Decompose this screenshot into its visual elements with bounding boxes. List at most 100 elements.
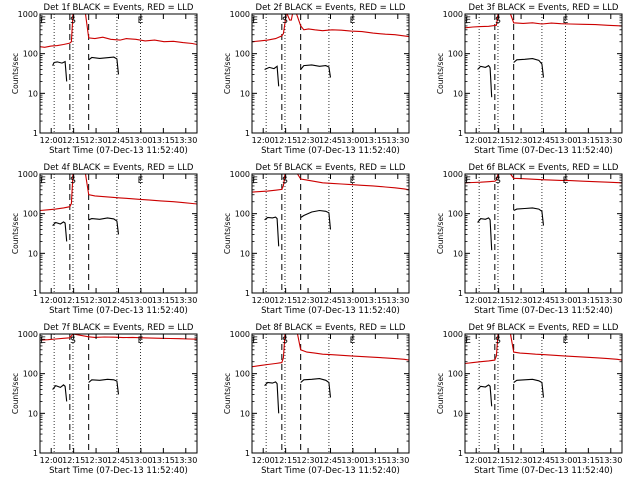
panel-title: Det 3f BLACK = Events, RED = LLD (469, 3, 619, 13)
x-tick-label: 13:15 (364, 456, 387, 465)
y-tick-label: 100 (235, 50, 250, 59)
y-tick-label: 10 (28, 249, 38, 258)
y-tick-label: 100 (23, 210, 38, 219)
y-axis-label: Counts/sec (11, 53, 20, 94)
lld-series-line (252, 174, 409, 193)
e-marker: E (350, 336, 356, 346)
x-tick-label: 13:15 (364, 136, 387, 145)
x-tick-label: 12:15 (274, 456, 297, 465)
x-tick-label: 12:30 (297, 296, 320, 305)
x-tick-label: 12:15 (274, 296, 297, 305)
x-axis-label: Start Time (07-Dec-13 11:52:40) (474, 306, 613, 316)
x-tick-label: 12:00 (465, 296, 488, 305)
detector-panel-4: Det 4f BLACK = Events, RED = LLD 1 10 100 10… (11, 163, 198, 316)
x-tick-label: 12:45 (532, 136, 555, 145)
y-tick-label: 1 (458, 289, 463, 298)
events-series-line (88, 217, 120, 235)
x-tick-label: 13:15 (152, 136, 175, 145)
y-axis-label: Counts/sec (436, 213, 445, 254)
x-tick-label: 13:30 (174, 296, 197, 305)
x-tick-label: 12:00 (40, 456, 63, 465)
x-axis-label: Start Time (07-Dec-13 11:52:40) (261, 306, 400, 316)
x-tick-label: 13:30 (386, 136, 409, 145)
x-tick-label: 12:30 (85, 456, 108, 465)
x-tick-label: 12:00 (40, 296, 63, 305)
y-tick-label: 10 (28, 89, 38, 98)
events-series-line (88, 56, 120, 75)
y-tick-label: 1000 (230, 170, 250, 179)
y-axis-label: Counts/sec (436, 373, 445, 414)
y-tick-label: 1 (458, 449, 463, 458)
e-marker: E (350, 16, 356, 26)
x-axis-label: Start Time (07-Dec-13 11:52:40) (49, 146, 188, 156)
x-tick-label: 12:00 (252, 136, 275, 145)
s-marker: S (495, 176, 501, 186)
y-tick-label: 10 (453, 89, 463, 98)
events-series-line (88, 378, 120, 395)
detector-panel-8: Det 8f BLACK = Events, RED = LLD 1 10 100 10… (223, 323, 410, 476)
x-tick-label: 12:45 (319, 456, 342, 465)
e-marker: E (40, 176, 46, 186)
x-tick-label: 13:30 (174, 136, 197, 145)
events-series-line (300, 209, 332, 230)
x-tick-label: 13:15 (577, 296, 600, 305)
lld-series-line (252, 334, 409, 368)
y-tick-label: 10 (240, 409, 250, 418)
x-tick-label: 12:15 (487, 456, 510, 465)
lld-series-line (465, 334, 622, 365)
x-tick-label: 12:45 (107, 456, 130, 465)
e-marker: E (563, 176, 569, 186)
s-marker: S (70, 16, 76, 26)
s-marker: S (282, 16, 288, 26)
x-tick-label: 12:45 (107, 136, 130, 145)
x-tick-label: 12:30 (297, 136, 320, 145)
x-tick-label: 12:45 (107, 296, 130, 305)
detector-panel-6: Det 6f BLACK = Events, RED = LLD 1 10 100 10… (436, 163, 623, 316)
x-tick-label: 13:30 (599, 456, 622, 465)
events-series-line (264, 65, 280, 87)
y-tick-label: 1000 (230, 10, 250, 19)
s-marker: S (282, 336, 288, 346)
lld-series-line (40, 14, 197, 48)
x-tick-label: 13:30 (599, 296, 622, 305)
events-series-line (52, 384, 68, 402)
panel-title: Det 6f BLACK = Events, RED = LLD (469, 163, 619, 173)
e-marker: E (465, 176, 471, 186)
x-tick-label: 13:15 (577, 136, 600, 145)
plot-frame (251, 13, 410, 134)
e-marker: E (252, 16, 258, 26)
s-marker: S (70, 336, 76, 346)
events-series-line (52, 221, 68, 242)
panel-title: Det 9f BLACK = Events, RED = LLD (469, 323, 619, 333)
x-tick-label: 12:45 (532, 456, 555, 465)
x-tick-label: 12:00 (252, 296, 275, 305)
y-tick-label: 100 (235, 370, 250, 379)
events-series-line (513, 378, 545, 398)
lld-series-line (465, 174, 622, 184)
s-marker: S (70, 176, 76, 186)
e-marker: E (350, 176, 356, 186)
y-tick-label: 100 (448, 210, 463, 219)
x-tick-label: 12:45 (532, 296, 555, 305)
panel-title: Det 5f BLACK = Events, RED = LLD (256, 163, 406, 173)
e-marker: E (138, 336, 144, 346)
x-tick-label: 12:30 (510, 136, 533, 145)
x-axis-label: Start Time (07-Dec-13 11:52:40) (261, 146, 400, 156)
x-tick-label: 12:45 (319, 136, 342, 145)
detector-panel-1: Det 1f BLACK = Events, RED = LLD 1 10 100 10… (11, 3, 198, 156)
lld-series-line (252, 14, 409, 43)
x-axis-label: Start Time (07-Dec-13 11:52:40) (49, 306, 188, 316)
y-tick-label: 1000 (18, 330, 38, 339)
events-series-line (264, 216, 280, 247)
s-marker: S (495, 16, 501, 26)
x-tick-label: 12:30 (510, 296, 533, 305)
y-tick-label: 1 (33, 129, 38, 138)
x-tick-label: 13:00 (554, 136, 577, 145)
x-tick-label: 12:00 (465, 136, 488, 145)
x-tick-label: 12:00 (465, 456, 488, 465)
events-series-line (513, 58, 545, 78)
x-tick-label: 12:00 (252, 456, 275, 465)
s-marker: S (495, 336, 501, 346)
y-tick-label: 1 (458, 129, 463, 138)
x-axis-label: Start Time (07-Dec-13 11:52:40) (261, 466, 400, 476)
